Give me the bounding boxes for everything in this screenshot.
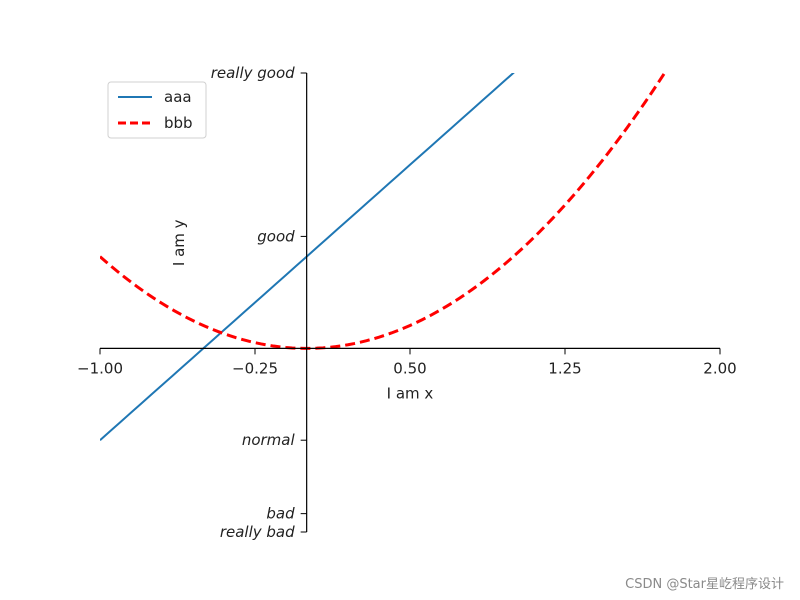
y-tick-label: normal bbox=[242, 431, 296, 449]
x-tick-label: −0.25 bbox=[232, 359, 278, 377]
x-tick-label: 1.25 bbox=[548, 359, 581, 377]
x-tick-label: 0.50 bbox=[393, 359, 426, 377]
y-tick-label: good bbox=[257, 227, 295, 245]
legend-label-aaa: aaa bbox=[164, 88, 192, 106]
watermark-text: CSDN @Star星屹程序设计 bbox=[625, 577, 784, 592]
legend-label-bbb: bbb bbox=[164, 114, 193, 132]
y-tick-label: really good bbox=[211, 64, 295, 82]
x-axis-label: I am x bbox=[387, 384, 434, 402]
y-axis-label: I am y bbox=[170, 219, 188, 266]
y-tick-label: really bad bbox=[220, 523, 295, 541]
y-tick-label: bad bbox=[266, 505, 295, 523]
x-tick-label: 2.00 bbox=[703, 359, 736, 377]
series-line-bbb bbox=[100, 73, 667, 350]
x-tick-label: −1.00 bbox=[77, 359, 123, 377]
